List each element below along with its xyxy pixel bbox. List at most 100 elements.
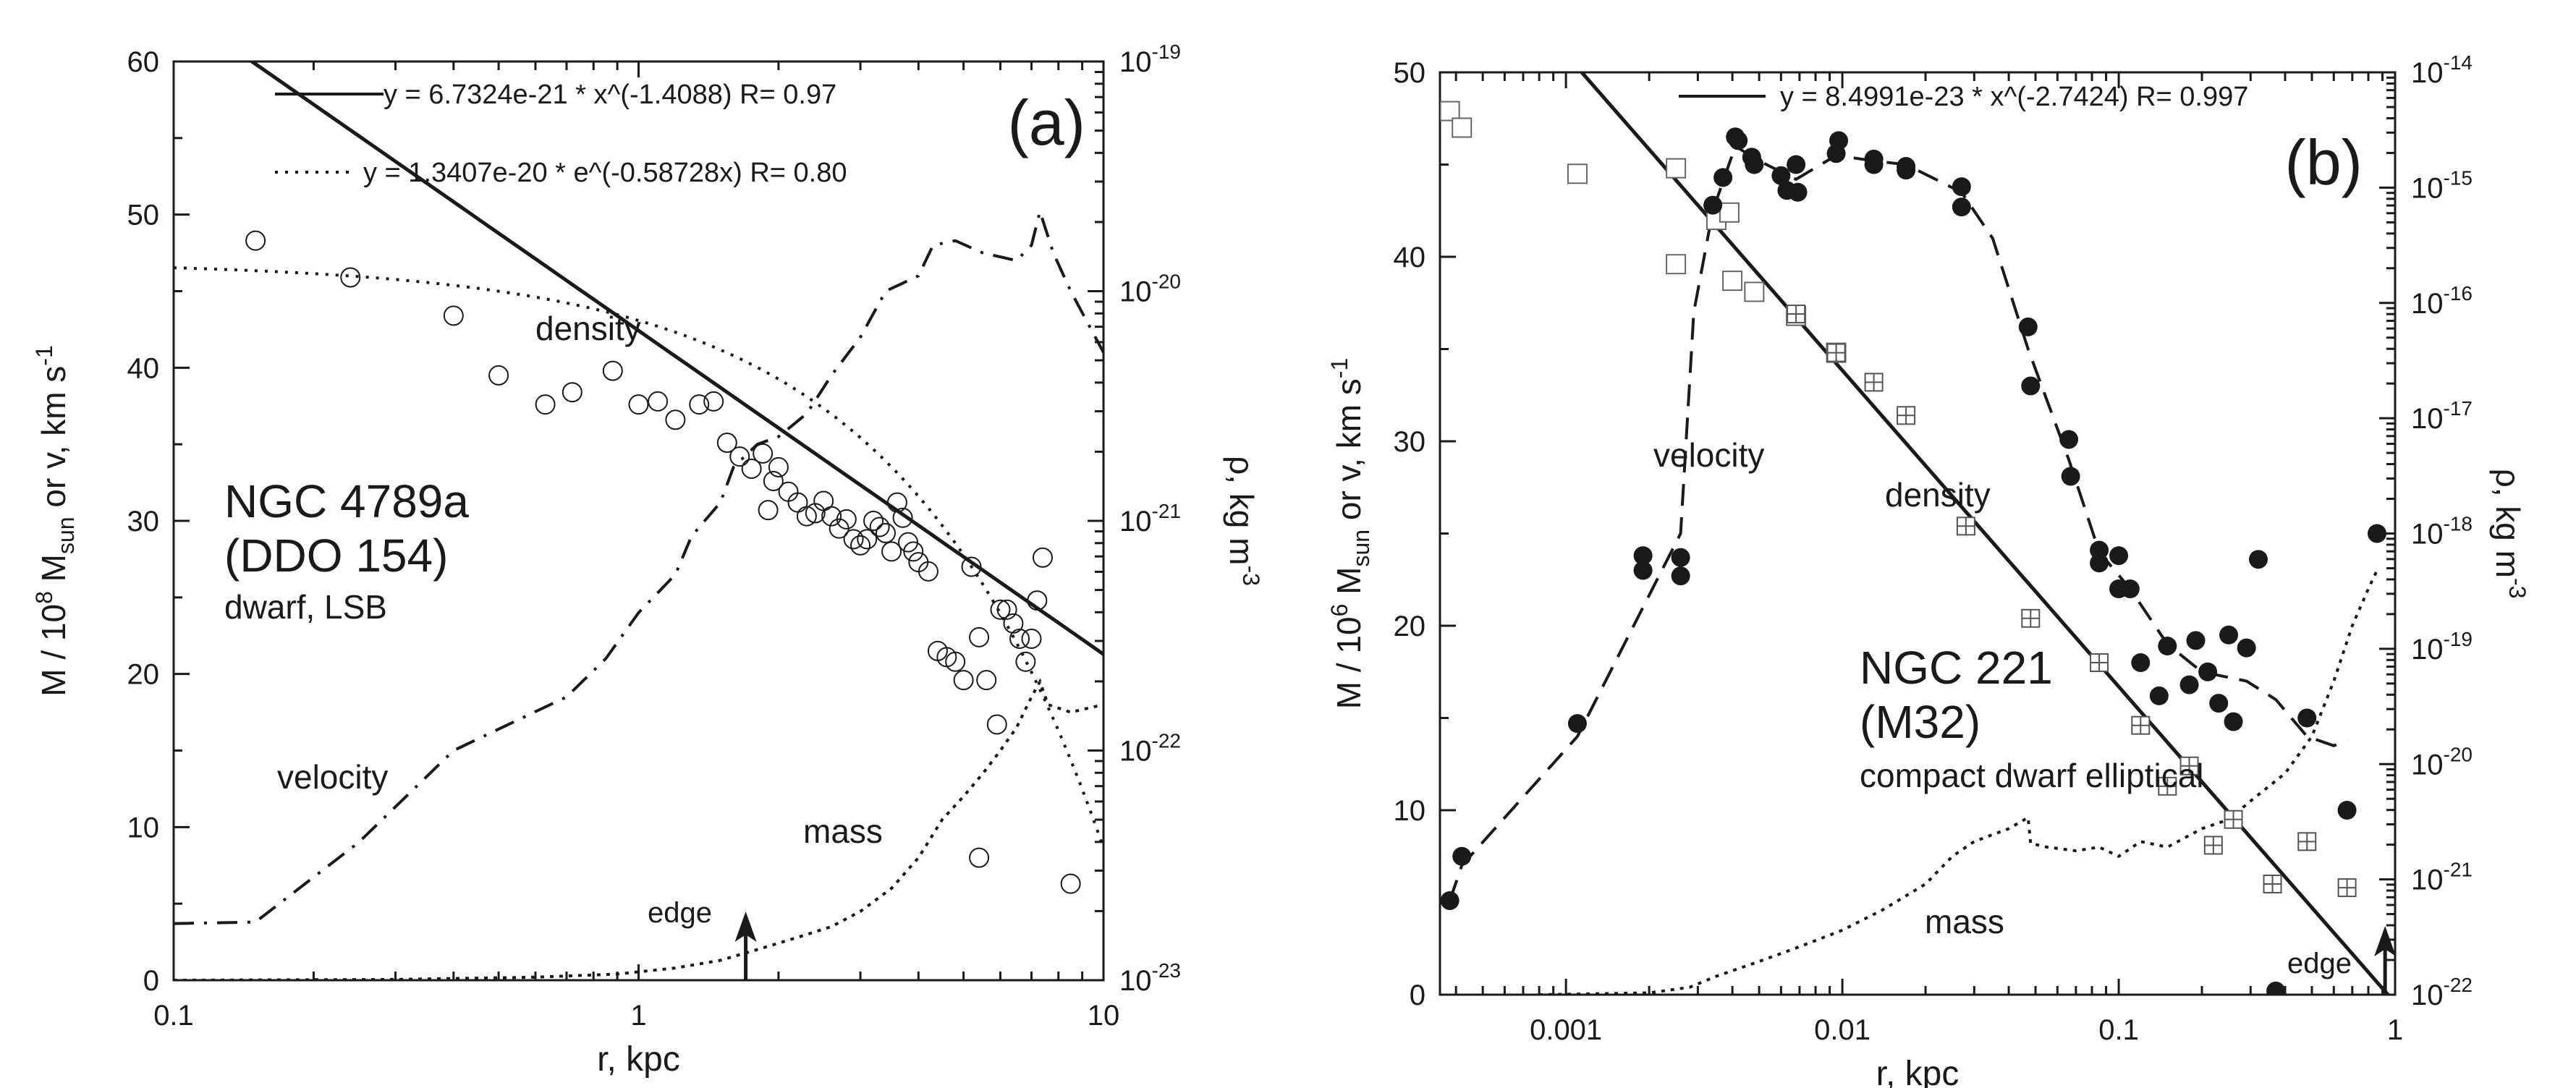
density-data-point-gridsquare <box>2337 878 2357 898</box>
density-data-point <box>903 541 924 562</box>
density-data-point-square <box>1666 254 1687 275</box>
velocity-data-point <box>1952 197 1971 217</box>
edge-label: edge <box>2287 948 2352 979</box>
density-data-point <box>1060 873 1081 894</box>
velocity-data-point <box>1633 561 1653 580</box>
density-data-point-gridsquare <box>2224 809 2243 829</box>
density-data-point <box>1027 590 1048 611</box>
y-right-tick-label: 10-23 <box>1119 959 1181 997</box>
density-data-point-gridsquare <box>1826 343 1846 362</box>
velocity-data-point <box>2061 467 2080 486</box>
density-data-point <box>996 599 1017 620</box>
density-data-point-square <box>1744 281 1765 302</box>
density-data-point <box>1003 613 1024 634</box>
velocity-data-point <box>2018 317 2038 336</box>
density-label: density <box>535 310 641 347</box>
density-data-point <box>535 394 556 415</box>
density-label: density <box>1885 476 1991 514</box>
density-data-point <box>796 506 817 527</box>
velocity-data-point <box>2219 625 2239 645</box>
x-tick-label: 0.001 <box>1530 1014 1602 1046</box>
y-tick-label: 60 <box>127 46 160 78</box>
density-data-point <box>340 267 361 288</box>
velocity-data-point <box>1788 182 1808 202</box>
velocity-data-point <box>2120 579 2140 598</box>
y-tick-label: 10 <box>127 812 160 843</box>
panel-label: (b) <box>2284 127 2363 198</box>
density-data-point-square <box>1440 101 1460 122</box>
density-data-point <box>1021 628 1042 649</box>
velocity-data-point <box>1729 131 1748 150</box>
density-data-point <box>969 847 990 868</box>
y-right-tick-label: 10-19 <box>1119 41 1181 78</box>
velocity-data-point <box>1829 131 1849 150</box>
velocity-data-point <box>2297 708 2317 728</box>
density-data-point <box>976 670 997 691</box>
velocity-curve <box>174 206 1103 925</box>
density-data-point <box>703 391 724 412</box>
galaxy-description: compact dwarf elliptical <box>1860 757 2204 794</box>
density-data-point-gridsquare <box>2090 653 2109 672</box>
edge-arrow-head <box>734 911 757 942</box>
density-data-point <box>990 599 1011 620</box>
density-data-point-gridsquare <box>2179 756 2199 775</box>
velocity-data-point <box>1452 846 1472 866</box>
density-data-point-gridsquare <box>1787 305 1806 324</box>
y-right-tick-label: 10-20 <box>1119 271 1181 308</box>
density-data-point <box>488 365 509 386</box>
density-data-point <box>758 500 779 521</box>
edge-arrow-head <box>2374 926 2397 956</box>
velocity-data-point <box>2090 553 2109 573</box>
x-tick-label: 10 <box>1088 1000 1120 1032</box>
velocity-data-point <box>1713 168 1733 187</box>
density-data-point <box>836 509 857 530</box>
panel-a-chart: 0.1 1 10 r, kpc 0 10 20 30 40 50 60 10-19 10-20 10-21… <box>31 41 1264 1079</box>
density-data-point-square <box>1722 271 1743 292</box>
velocity-label: velocity <box>1653 436 1764 474</box>
mass-label: mass <box>803 812 883 850</box>
x-tick-label: 0.1 <box>153 1000 194 1032</box>
density-data-point <box>562 382 582 403</box>
density-data-point <box>778 481 799 502</box>
velocity-data-point <box>2209 694 2229 713</box>
x-tick-label: 0.01 <box>1814 1014 1870 1046</box>
velocity-data-point <box>2179 675 2199 694</box>
y-tick-label: 30 <box>1394 426 1426 458</box>
density-data-point <box>1015 651 1036 672</box>
velocity-data-point <box>1745 155 1764 174</box>
right-y-axis-ticks: 10-19 10-20 10-21 10-22 10-23 <box>1088 41 1181 997</box>
y-right-tick-label: 10-22 <box>2411 974 2473 1011</box>
velocity-data-point <box>2224 712 2243 731</box>
velocity-data-point <box>2090 540 2109 560</box>
x-axis-label: r, kpc <box>1876 1055 1959 1088</box>
density-data-point <box>821 506 842 527</box>
density-data-point <box>245 230 266 251</box>
galaxy-alias: (M32) <box>1860 696 1980 748</box>
right-y-axis-ticks: 10-14 10-15 10-16 10-17 10-18 10-19 10-20 10-21… <box>2379 51 2473 1011</box>
velocity-data-point <box>2248 550 2268 569</box>
legend-text: y = 6.7324e-21 * x^(-1.4088) R= 0.97 <box>384 80 836 110</box>
y-right-tick-label: 10-20 <box>2411 743 2473 781</box>
density-data-point <box>961 556 982 577</box>
plot-area <box>174 61 1103 980</box>
density-data-point <box>881 541 902 562</box>
velocity-data-point <box>2109 546 2129 566</box>
panel-label: (a) <box>1007 87 1085 158</box>
galaxy-alias: (DDO 154) <box>224 530 448 582</box>
velocity-data-point <box>1897 161 1916 180</box>
density-data-point <box>753 443 774 464</box>
y-right-tick-label: 10-19 <box>2411 628 2473 666</box>
y-tick-label: 0 <box>143 965 159 997</box>
mass-curve <box>1539 569 2378 995</box>
y-right-tick-label: 10-14 <box>2411 51 2473 89</box>
velocity-data-point <box>2158 637 2177 656</box>
density-data-point <box>863 511 884 531</box>
density-data-point <box>843 529 864 550</box>
velocity-data-point <box>2198 662 2218 681</box>
edge-label: edge <box>648 897 712 929</box>
galaxy-description: dwarf, LSB <box>224 588 387 626</box>
density-data-point-square <box>1567 163 1588 184</box>
velocity-data-point <box>2149 686 2169 705</box>
y-right-tick-label: 10-17 <box>2411 397 2473 435</box>
velocity-data-point <box>1671 548 1690 567</box>
